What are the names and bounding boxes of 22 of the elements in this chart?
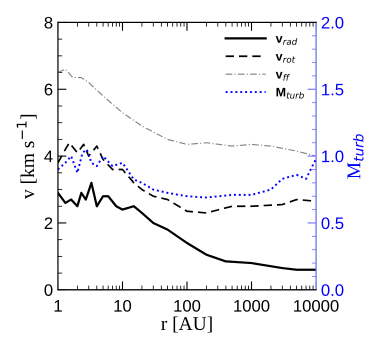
- y-tick-label: 8: [44, 16, 52, 29]
- y-tick-label: 0: [44, 284, 52, 296]
- y2-tick-label: 0.0: [322, 284, 344, 296]
- y2-axis-title: M$_{turb}$: [347, 134, 364, 179]
- x-tick-label: 100: [174, 300, 200, 312]
- legend-label: v$_{ff}$: [276, 72, 290, 81]
- y2-tick-label: 2.0: [322, 16, 344, 29]
- legend-label: M$_{turb}$: [276, 88, 304, 99]
- legend-label: v$_{rad}$: [276, 36, 298, 45]
- y2-tick-label: 1.5: [322, 84, 344, 96]
- x-tick-label: 10000: [294, 300, 339, 312]
- x-axis-title: r [AU]: [161, 316, 212, 333]
- y-tick-label: 6: [44, 84, 52, 96]
- y2-tick-label: 1.0: [322, 150, 344, 162]
- y2-tick-label: 0.5: [322, 217, 344, 230]
- legend-label: v$_{rot}$: [276, 54, 296, 63]
- x-tick-label: 10: [114, 300, 132, 312]
- y-tick-label: 4: [44, 150, 53, 162]
- y-tick-label: 2: [44, 217, 52, 229]
- x-tick-label: 1000: [234, 300, 270, 312]
- y-axis-title: v [km s$^{−1}$]: [16, 114, 37, 199]
- x-tick-label: 1: [54, 300, 62, 312]
